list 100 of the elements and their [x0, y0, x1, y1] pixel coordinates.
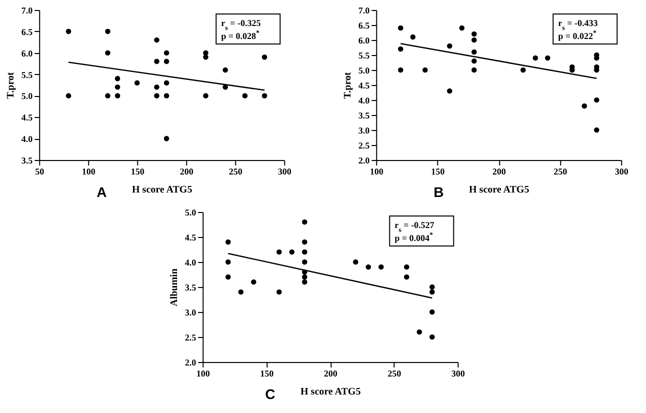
y-tick-label: 6.5 — [21, 26, 34, 37]
point — [429, 284, 435, 290]
point — [105, 50, 110, 56]
point — [276, 249, 282, 255]
point — [398, 46, 404, 52]
y-tick-label: 3.5 — [184, 282, 197, 292]
x-axis-title: H score ATG5 — [469, 184, 530, 196]
y-tick-label: 4.5 — [21, 112, 34, 123]
point — [471, 67, 477, 73]
y-tick-label: 7.0 — [358, 6, 370, 16]
y-tick-label: 6.0 — [21, 48, 34, 58]
y-tick-label: 4.0 — [184, 258, 197, 268]
point — [422, 67, 428, 73]
x-tick-label: 300 — [614, 166, 629, 176]
point — [114, 93, 120, 98]
y-tick-label: 4.5 — [358, 80, 370, 90]
annotation: p = 0.028$^{*}$ — [221, 29, 260, 41]
y-tick-label: 3.0 — [358, 126, 370, 136]
point — [594, 127, 600, 133]
point — [250, 279, 256, 285]
x-tick-label: 250 — [554, 166, 568, 176]
y-tick-label: 5.0 — [358, 66, 370, 76]
point — [164, 136, 170, 142]
point — [532, 55, 538, 61]
text: C — [265, 386, 276, 402]
y-tick-label: 2.0 — [184, 358, 197, 368]
point — [105, 93, 110, 98]
point — [154, 84, 160, 90]
point — [164, 93, 170, 98]
point — [302, 239, 308, 245]
y-tick-label: 3.5 — [21, 156, 34, 166]
x-tick-label: 150 — [260, 368, 274, 378]
y-tick-label: 4.5 — [184, 232, 197, 242]
y-tick-label: 5.0 — [21, 91, 34, 102]
y-tick-label: 5.5 — [21, 70, 34, 80]
x-tick-label: 250 — [228, 166, 243, 176]
point — [222, 67, 228, 73]
point — [594, 97, 600, 103]
point — [66, 93, 72, 98]
point — [154, 37, 160, 43]
y-tick-label: 5.0 — [184, 208, 197, 218]
x-axis-title: H score ATG5 — [132, 184, 192, 196]
x-tick-label: 200 — [324, 368, 338, 378]
point — [429, 289, 435, 295]
y-tick-label: 2.5 — [184, 332, 197, 342]
x-tick-label: 150 — [130, 166, 145, 176]
point — [446, 43, 452, 49]
point — [203, 50, 208, 56]
y-tick-label: 3.0 — [184, 308, 197, 318]
point — [242, 93, 248, 98]
y-tick-label: 3.5 — [358, 110, 370, 120]
point — [416, 329, 422, 335]
point — [203, 54, 208, 60]
point — [366, 264, 372, 270]
point — [262, 93, 268, 98]
point — [203, 93, 208, 98]
text: A — [96, 184, 107, 200]
point — [459, 25, 465, 31]
point — [164, 50, 170, 56]
point — [410, 34, 416, 40]
point — [446, 88, 452, 94]
point — [225, 274, 231, 280]
y-axis-title: T.prot — [5, 72, 16, 99]
point — [262, 54, 268, 60]
point — [398, 25, 404, 31]
y-tick-label: 5.5 — [358, 50, 370, 60]
x-axis-title: H score ATG5 — [300, 386, 361, 398]
point — [471, 37, 477, 43]
x-tick-label: 100 — [370, 166, 384, 176]
x-tick-label: 250 — [388, 368, 402, 378]
point — [302, 219, 308, 225]
point — [114, 84, 120, 90]
point — [154, 58, 160, 64]
y-tick-label: 6.0 — [358, 36, 370, 46]
point — [238, 289, 244, 295]
y-tick-label: 2.5 — [358, 140, 370, 150]
point — [520, 67, 526, 73]
x-tick-label: 300 — [451, 368, 466, 378]
point — [471, 31, 477, 37]
y-axis-title: T.prot — [342, 72, 354, 99]
x-tick-label: 200 — [492, 166, 506, 176]
y-tick-label: 6.5 — [358, 20, 370, 30]
y-tick-label: 4.0 — [358, 96, 370, 106]
annotation: p = 0.004$^{*}$ — [394, 231, 434, 243]
x-tick-label: 100 — [82, 166, 96, 176]
x-tick-label: 50 — [35, 166, 45, 176]
point — [471, 49, 477, 55]
point — [66, 28, 72, 34]
point — [302, 249, 308, 255]
annotation: p = 0.022$^{*}$ — [558, 29, 598, 41]
point — [222, 84, 228, 90]
point — [582, 103, 588, 109]
point — [134, 80, 140, 86]
point — [302, 259, 308, 265]
point — [114, 76, 120, 82]
y-tick-label: 4.0 — [21, 134, 34, 144]
point — [105, 28, 110, 34]
point — [471, 58, 477, 64]
point — [404, 264, 410, 270]
x-tick-label: 300 — [278, 166, 292, 176]
